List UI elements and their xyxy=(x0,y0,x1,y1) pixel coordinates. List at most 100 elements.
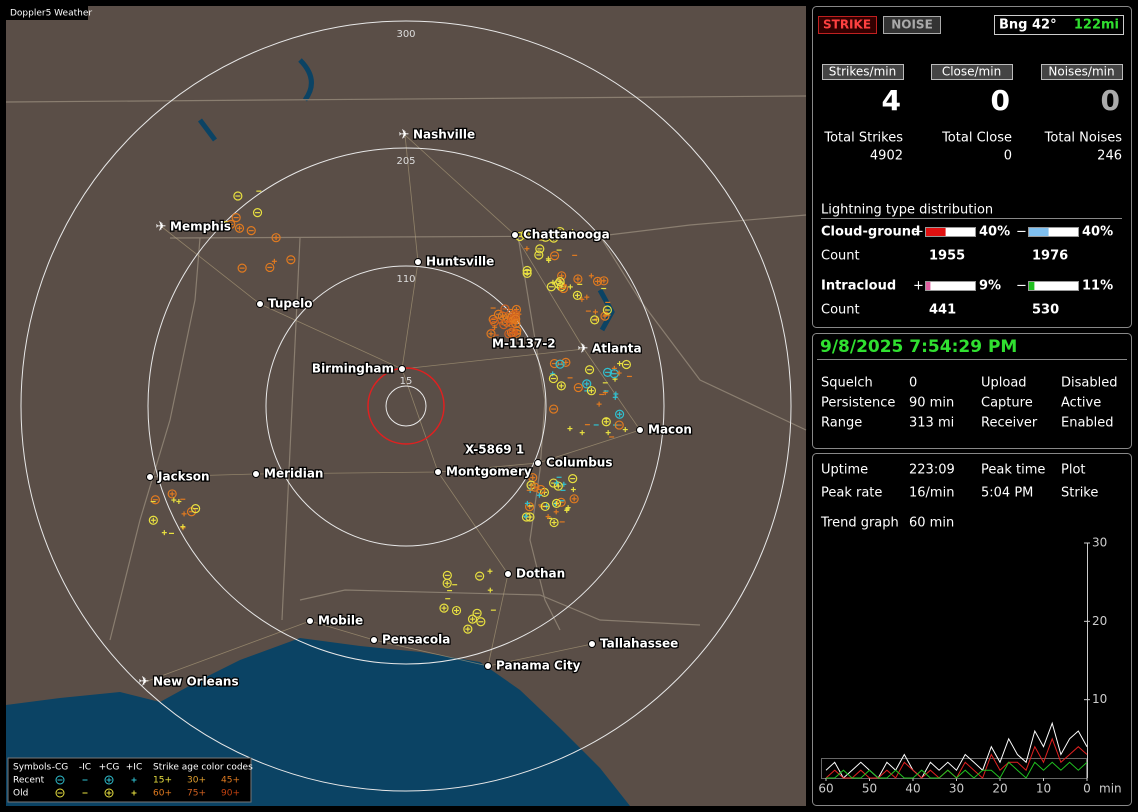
sign: − xyxy=(1016,225,1027,240)
strike-symbol xyxy=(573,274,583,284)
legend-symbol-type: -CG xyxy=(52,763,69,773)
strike-symbol xyxy=(476,617,486,627)
receiver-field: Active xyxy=(1061,396,1101,411)
strike-symbol xyxy=(534,250,544,260)
legend-age: 15+ xyxy=(153,776,172,786)
strike-symbol xyxy=(546,282,556,292)
legend-symbol xyxy=(104,775,114,785)
strike-symbol xyxy=(615,409,625,419)
city-label: Tupelo xyxy=(268,297,313,311)
stats-panel xyxy=(812,453,1132,806)
sign: + xyxy=(913,279,924,294)
noise-button-label[interactable]: NOISE xyxy=(891,18,933,32)
strike-symbol xyxy=(556,381,566,391)
cities: ✈ Nashville✈ MemphisChattanoogaHuntsvilleT… xyxy=(139,126,694,690)
strike-symbol xyxy=(442,578,452,588)
strike-symbol xyxy=(522,268,532,278)
city-dot xyxy=(511,231,519,239)
trend-window: 60 min xyxy=(909,516,954,531)
percent-bar xyxy=(1029,228,1049,236)
title-tab xyxy=(6,6,88,20)
strike-symbol xyxy=(234,223,245,233)
strike-symbol xyxy=(614,420,624,430)
station-label: M-1137-2 xyxy=(492,337,556,351)
receiver-field: Upload xyxy=(981,376,1027,391)
legend-symbol xyxy=(55,775,65,785)
legend-row-label: Old xyxy=(13,789,28,799)
city-label: Atlanta xyxy=(592,342,642,356)
legend-age: 30+ xyxy=(187,776,206,786)
range-label: 205 xyxy=(396,156,415,167)
type-name: Intracloud xyxy=(821,279,896,294)
airport-icon: ✈ xyxy=(156,220,167,235)
range-label: 300 xyxy=(396,29,415,40)
strike-symbol xyxy=(190,504,201,514)
x-tick-label: 50 xyxy=(862,782,877,796)
city-label: Huntsville xyxy=(426,255,494,269)
noise-button[interactable] xyxy=(883,16,941,34)
rate-label[interactable]: Strikes/min xyxy=(829,65,896,79)
city-dot xyxy=(306,617,314,625)
strike-symbol xyxy=(573,382,583,393)
city-label: Macon xyxy=(648,423,692,437)
total-label: Total Strikes xyxy=(823,131,903,146)
strike-symbol xyxy=(555,359,565,369)
strike-button-label[interactable]: STRIKE xyxy=(823,18,871,32)
strike-symbol xyxy=(584,365,595,375)
rate-label[interactable]: Close/min xyxy=(942,65,1001,79)
datetime: 9/8/2025 7:54:29 PM xyxy=(820,337,1017,357)
distance: 122mi xyxy=(1074,18,1119,33)
strike-symbol xyxy=(592,276,603,287)
city-label: Chattanooga xyxy=(523,228,610,242)
strike-symbol xyxy=(265,262,275,273)
x-tick-label: 60 xyxy=(818,782,833,796)
city-dot xyxy=(414,258,422,266)
city-dot xyxy=(256,300,264,308)
strike-symbol xyxy=(504,329,514,339)
rate-value: 0 xyxy=(1101,84,1120,117)
rate-button[interactable] xyxy=(822,64,904,80)
legend-symbol-type: +IC xyxy=(126,763,142,773)
strike-symbol xyxy=(286,255,296,265)
range-rings: 300 205 110 15 xyxy=(20,20,792,792)
strike-symbol xyxy=(609,369,619,379)
strike-symbol xyxy=(493,309,504,319)
city-dot xyxy=(484,662,492,670)
strike-symbol xyxy=(551,498,562,508)
rate-button[interactable] xyxy=(1041,64,1123,80)
trend-label: Trend graph xyxy=(820,516,899,531)
strike-button[interactable] xyxy=(818,16,877,34)
y-tick-label: 30 xyxy=(1092,536,1107,550)
receiver-field: Receiver xyxy=(981,416,1038,431)
strike-symbol xyxy=(569,494,579,504)
city-dot xyxy=(636,426,644,434)
rate-button[interactable] xyxy=(931,64,1013,80)
strike-symbol xyxy=(472,608,482,618)
strike-symbol xyxy=(237,263,247,273)
receiver-field: Squelch xyxy=(821,376,873,391)
strike-symbol xyxy=(590,315,600,325)
percent-track xyxy=(1028,227,1079,237)
rate-label[interactable]: Noises/min xyxy=(1048,65,1114,79)
rate-value: 0 xyxy=(991,84,1010,117)
strike-symbol xyxy=(475,571,485,581)
city-label: Panama City xyxy=(496,659,581,673)
panel-content: STRIKE NOISE Bng 42° 122mi Strikes/min 4 Close… xyxy=(817,15,1127,796)
state-borders xyxy=(5,95,807,641)
strike-symbol xyxy=(521,512,532,522)
stats-field: 5:04 PM xyxy=(981,486,1033,501)
x-tick-label: 10 xyxy=(1036,782,1051,796)
receiver-panel xyxy=(812,333,1132,449)
legend-row-label: Recent xyxy=(13,776,45,786)
percent-label: 11% xyxy=(1082,279,1113,294)
legend-age: 45+ xyxy=(221,776,240,786)
receiver-field: Persistence xyxy=(821,396,895,411)
strike-symbol xyxy=(467,614,478,624)
count-value: 1976 xyxy=(1032,249,1068,264)
legend-header: Symbols xyxy=(13,763,52,773)
strike-symbol xyxy=(451,605,462,616)
percent-label: 9% xyxy=(979,279,1001,294)
percent-label: 40% xyxy=(1082,225,1113,240)
range-ring xyxy=(20,20,792,792)
